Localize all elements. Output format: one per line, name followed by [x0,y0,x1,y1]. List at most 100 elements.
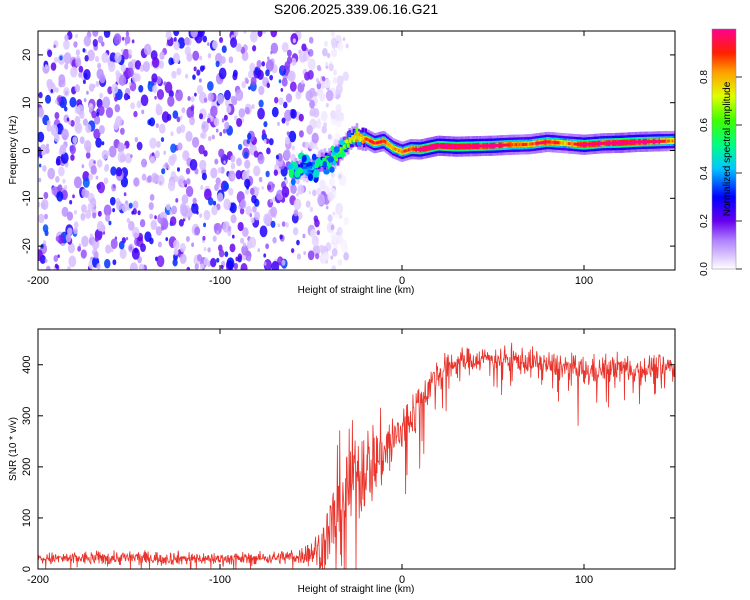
noise-blob [227,225,232,232]
noise-blob [109,196,116,206]
noise-blob [345,43,349,49]
ridge-segment [333,155,337,161]
noise-blob [115,167,123,177]
noise-blob [94,236,99,242]
noise-blob [270,50,273,55]
noise-blob [103,204,112,217]
ridge-segment [623,141,627,145]
noise-blob [274,96,279,104]
noise-blob [288,130,297,143]
noise-blob [176,116,181,123]
noise-blob [219,62,223,67]
ridge-blob [333,146,340,153]
noise-blob [319,179,326,190]
noise-blob [156,89,165,100]
noise-blob [327,214,333,222]
ridge-segment [383,140,386,143]
noise-blob [128,220,135,231]
noise-blob [200,185,204,191]
noise-blob [95,80,100,87]
ridge-segment [453,145,456,148]
noise-blob [244,106,250,115]
ridge-segment [579,143,583,146]
ridge-segment [581,143,584,147]
noise-blob [105,244,112,254]
noise-blob [319,92,326,102]
noise-blob [270,42,279,54]
colorbar-label: Normalized spectral amplitude [722,81,733,216]
noise-blob [210,105,218,117]
noise-blob [304,141,310,149]
noise-blob [240,262,248,270]
ridge-segment [643,140,647,144]
ridge-segment [492,144,496,148]
noise-blob [184,37,190,46]
ridge-segment [413,147,417,151]
noise-blob [140,94,149,107]
noise-blob [244,77,249,83]
ridge-segment [607,141,611,145]
ridge-segment [463,145,467,148]
noise-blob [198,144,205,155]
ridge-segment [419,147,423,151]
noise-blob [323,251,330,261]
noise-blob [241,253,247,261]
noise-blob [267,56,270,61]
colorbar-tick-label: 0.0 [699,262,710,276]
ridge-segment [533,142,536,146]
ridge-segment [381,139,385,143]
ridge-segment [671,139,675,143]
ridge-segment [396,148,400,152]
noise-blob [203,97,208,103]
noise-blob [94,55,100,63]
noise-blob [247,70,254,79]
ridge-segment [311,166,315,170]
noise-blob [49,79,53,84]
snr-x-tick-label: 0 [399,574,405,586]
ridge-blob [306,161,313,167]
ridge-segment [355,132,359,143]
ridge-segment [505,143,509,147]
ridge-segment [668,139,672,143]
noise-blob [250,76,257,86]
noise-blob [85,151,91,159]
noise-blob [151,56,160,68]
noise-blob [244,178,251,189]
noise-blob [180,202,187,213]
noise-blob [201,172,207,181]
noise-blob [86,90,89,95]
noise-blob [227,229,232,237]
noise-blob [185,236,190,242]
ridge-segment [622,141,625,145]
ridge-segment [542,141,545,144]
ridge-segment [610,141,614,145]
noise-blob [277,257,282,263]
ridge-segment [585,143,589,146]
noise-blob [276,189,284,201]
noise-blob [185,130,193,142]
noise-blob [198,78,202,83]
noise-blob [38,177,42,183]
noise-blob [281,117,286,124]
noise-blob [57,166,65,177]
ridge-segment [499,143,503,147]
noise-blob [78,65,84,73]
ridge-segment [547,140,551,144]
ridge-segment [438,144,442,148]
noise-blob [199,159,207,171]
noise-blob [65,233,72,243]
ridge-segment [556,141,560,145]
ridge-blob [332,159,337,166]
noise-blob [69,200,73,205]
noise-blob [190,96,195,103]
noise-blob [316,64,321,71]
noise-blob [292,38,296,44]
colorbar: 0.0 0.2 0.4 0.6 0.8 Normalized spectral ampl… [699,28,742,276]
noise-blob [168,57,174,66]
noise-blob [117,142,125,153]
noise-blob [119,248,127,260]
noise-blob [238,108,246,119]
noise-blob [293,198,302,211]
colorbar-ticks: 0.0 0.2 0.4 0.6 0.8 [699,70,742,276]
ridge-segment [597,142,600,146]
